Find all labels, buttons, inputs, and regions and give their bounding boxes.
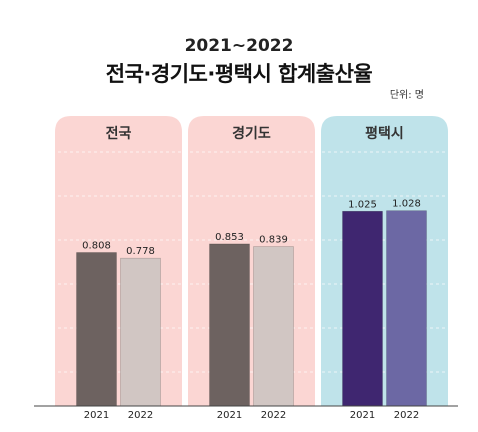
- x-tick-label: 2021: [217, 410, 242, 421]
- unit-label: 단위: 명: [389, 90, 424, 101]
- group-label: 경기도: [232, 125, 271, 142]
- bar: [386, 210, 427, 407]
- group-label: 평택시: [365, 125, 404, 142]
- x-tick-label: 2022: [128, 410, 153, 421]
- data-label: 0.853: [215, 232, 244, 243]
- data-label: 0.778: [126, 246, 155, 257]
- bar: [76, 252, 117, 407]
- panel-2: [188, 116, 315, 406]
- bar: [342, 210, 383, 407]
- bar: [120, 257, 161, 407]
- x-tick-label: 2022: [261, 410, 286, 421]
- x-tick-label: 2022: [394, 410, 419, 421]
- data-label: 1.025: [348, 199, 377, 210]
- bar: [253, 246, 294, 407]
- panel-3: [321, 116, 448, 406]
- x-tick-label: 2021: [84, 410, 109, 421]
- x-tick-label: 2021: [350, 410, 375, 421]
- chart-subtitle: 2021~2022: [184, 36, 294, 56]
- data-label: 1.028: [392, 199, 421, 210]
- chart-title: 전국·경기도·평택시 합계출산율: [105, 62, 373, 86]
- bar: [209, 243, 250, 407]
- data-label: 0.808: [82, 240, 111, 251]
- data-label: 0.839: [259, 235, 288, 246]
- group-label: 전국: [106, 125, 132, 142]
- panel-1: [55, 116, 182, 406]
